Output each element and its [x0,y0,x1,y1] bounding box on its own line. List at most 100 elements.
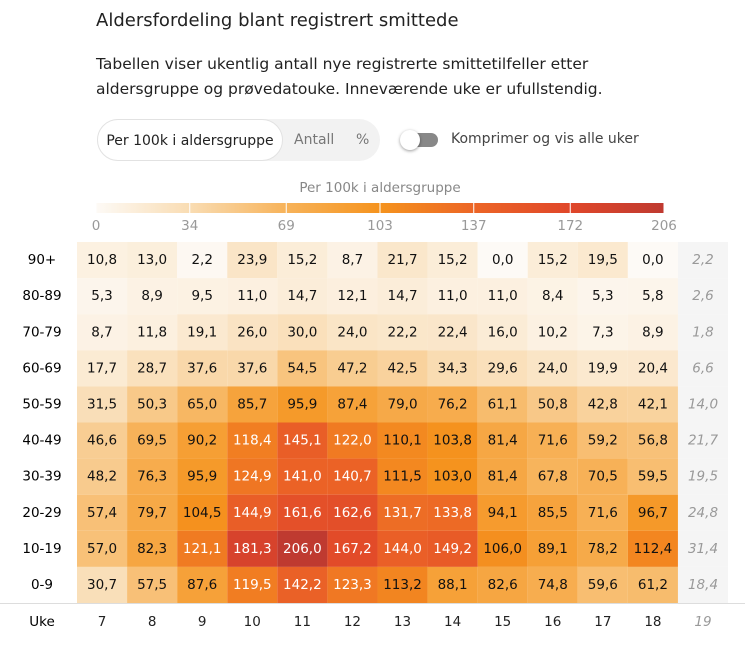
cell [377,566,428,603]
cell [627,278,678,315]
x-tick-label: 12 [344,614,361,630]
cell-label: 19,5 [688,469,718,485]
x-tick-label: 16 [544,614,561,630]
cell-label: 0,0 [492,252,513,268]
cell-label: 85,5 [538,505,568,521]
cell [327,242,378,279]
cell-label: 9,5 [191,288,212,304]
cell-label: 2,2 [692,252,713,268]
cell-label: 8,9 [642,324,663,340]
cell [227,566,278,603]
cell [677,386,729,423]
cell-label: 144,9 [233,505,272,521]
cell [277,242,328,279]
cell-label: 87,6 [187,577,217,593]
legend-tick-label: 206 [651,218,677,234]
cell-label: 42,5 [387,360,417,376]
cell-label: 11,8 [137,324,167,340]
cell [177,314,228,351]
cell-label: 8,7 [91,324,112,340]
tab[interactable]: % [356,132,370,148]
cell [77,494,128,531]
cell [177,242,228,279]
cell [477,386,528,423]
cell [627,422,678,459]
cell [627,494,678,531]
cell [327,566,378,603]
cell-label: 87,4 [337,396,367,412]
cell-label: 14,7 [287,288,317,304]
cell-label: 50,8 [538,396,568,412]
legend-tick-label: 172 [557,218,583,234]
toggle-label[interactable]: Komprimer og vis alle uker [451,131,639,147]
cell-label: 57,0 [87,541,117,557]
tab[interactable]: Antall [294,132,335,148]
cell [77,242,128,279]
cell-label: 113,2 [383,577,422,593]
cell-label: 29,6 [488,360,518,376]
cell [177,458,228,495]
cell-label: 140,7 [333,469,372,485]
cell-label: 21,7 [387,252,417,268]
cell-label: 42,1 [638,396,668,412]
cell-label: 167,2 [333,541,372,557]
cell [577,314,628,351]
cell [227,242,278,279]
cell-label: 13,0 [137,252,167,268]
cell [227,350,278,387]
cell [227,422,278,459]
cell [127,386,178,423]
cell-label: 10,2 [538,324,568,340]
cell-label: 20,4 [638,360,668,376]
x-tick-label: 9 [198,614,207,630]
cell [277,530,328,567]
cell-label: 5,3 [592,288,613,304]
cell [477,530,528,567]
cell [377,530,428,567]
cell-label: 15,2 [287,252,317,268]
cell-label: 206,0 [283,541,322,557]
cell [677,530,729,567]
cell [377,314,428,351]
cell [677,314,729,351]
legend-title: Per 100k i aldersgruppe [299,180,460,196]
cell [277,314,328,351]
cell [177,422,228,459]
cell-label: 11,0 [488,288,518,304]
cell [377,278,428,315]
x-axis-label: Uke [29,614,55,630]
cell-label: 118,4 [233,433,272,449]
cell [77,350,128,387]
y-tick-label: 70-79 [22,324,61,340]
cell [427,422,478,459]
cell [327,314,378,351]
y-tick-label: 90+ [28,252,57,268]
cell-label: 59,2 [588,433,618,449]
toggle-knob[interactable] [400,130,420,150]
subtitle: Tabellen viser ukentlig antall nye regis… [96,55,603,98]
cell-label: 5,3 [91,288,112,304]
cell [127,242,178,279]
cell [477,566,528,603]
cell-label: 141,0 [283,469,322,485]
x-tick-label: 8 [148,614,157,630]
cell-label: 85,7 [237,396,267,412]
cell [327,350,378,387]
cell-label: 124,9 [233,469,272,485]
cell [527,458,578,495]
cell [127,530,178,567]
cell-label: 123,3 [333,577,372,593]
cell [577,386,628,423]
cell [377,422,428,459]
cell [277,566,328,603]
tab[interactable]: Per 100k i aldersgruppe [97,119,283,161]
cell-label: 19,1 [187,324,217,340]
cell [227,278,278,315]
cell [527,530,578,567]
cell-label: 67,8 [538,469,568,485]
cell-label: 15,2 [538,252,568,268]
x-tick-label: 19 [694,614,711,630]
y-tick-label: 10-19 [22,541,61,557]
cell-label: 81,4 [488,469,518,485]
cell [177,350,228,387]
